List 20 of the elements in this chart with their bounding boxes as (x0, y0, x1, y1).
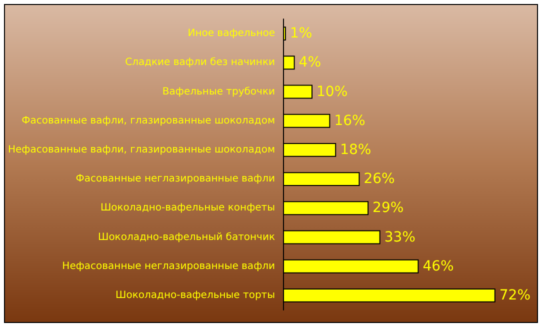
data-label: 46% (422, 258, 454, 274)
y-tick-label: Шоколадно-вафельные торты (116, 290, 276, 301)
data-label: 16% (334, 112, 366, 129)
y-tick-label: Фасованные вафли, глазированные шоколадом (22, 115, 276, 126)
data-label: 18% (340, 142, 372, 158)
y-tick-label: Вафельные трубочки (162, 86, 276, 98)
data-label: 1% (290, 26, 312, 42)
y-tick-label: Шоколадно-вафельный батончик (98, 232, 276, 243)
y-tick-label: Иное вафельное (188, 28, 276, 40)
y-tick-label: Нефасованные вафли, глазированные шоколадом (8, 144, 276, 156)
y-tick-label: Сладкие вафли без начинки (125, 57, 276, 68)
data-label: 10% (316, 84, 348, 100)
y-tick-label: Фасованные неглазированные вафли (76, 174, 276, 185)
data-label: 26% (364, 171, 395, 188)
data-label: 4% (298, 54, 322, 71)
data-label: 72% (499, 287, 531, 304)
y-tick-label: Нефасованные неглазированные вафли (62, 260, 276, 272)
y-tick-label: Шоколадно-вафельные конфеты (100, 202, 276, 214)
data-label: 33% (384, 229, 416, 246)
data-label: 29% (372, 200, 404, 216)
